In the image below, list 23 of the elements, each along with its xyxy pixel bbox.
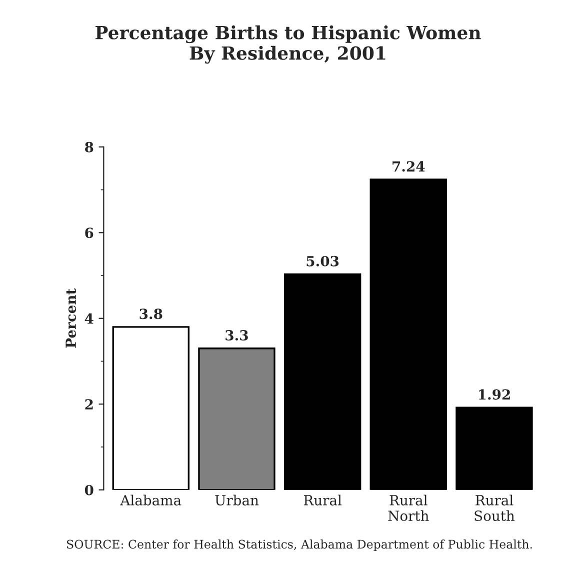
x-tick-label: Alabama xyxy=(120,494,182,506)
bar xyxy=(284,273,362,490)
y-tick-label: 6 xyxy=(85,228,94,238)
data-label: 1.92 xyxy=(479,389,510,400)
bar xyxy=(112,326,190,490)
chart-title: Percentage Births to Hispanic Women By Residence, 2001 xyxy=(96,25,481,64)
y-tick-label: 8 xyxy=(85,142,94,152)
data-label: 3.8 xyxy=(140,308,162,320)
bar xyxy=(370,178,447,490)
source-note: SOURCE: Center for Health Statistics, Alabama Department of Public Health. xyxy=(66,540,532,551)
bar xyxy=(198,348,276,490)
x-tick-label: Rural North xyxy=(388,494,429,522)
x-tick-label: Rural xyxy=(304,494,342,506)
y-tick-label: 0 xyxy=(84,484,94,496)
y-tick-label: 2 xyxy=(85,399,93,410)
data-label: 5.03 xyxy=(306,256,339,266)
data-label: 7.24 xyxy=(392,161,425,172)
data-label: 3.3 xyxy=(226,330,248,341)
bar xyxy=(456,406,533,490)
x-tick-label: Rural South xyxy=(474,494,515,522)
x-tick-label: Urban xyxy=(215,494,259,506)
y-tick-label: 4 xyxy=(84,313,94,324)
y-axis-title: Percent xyxy=(66,288,76,348)
